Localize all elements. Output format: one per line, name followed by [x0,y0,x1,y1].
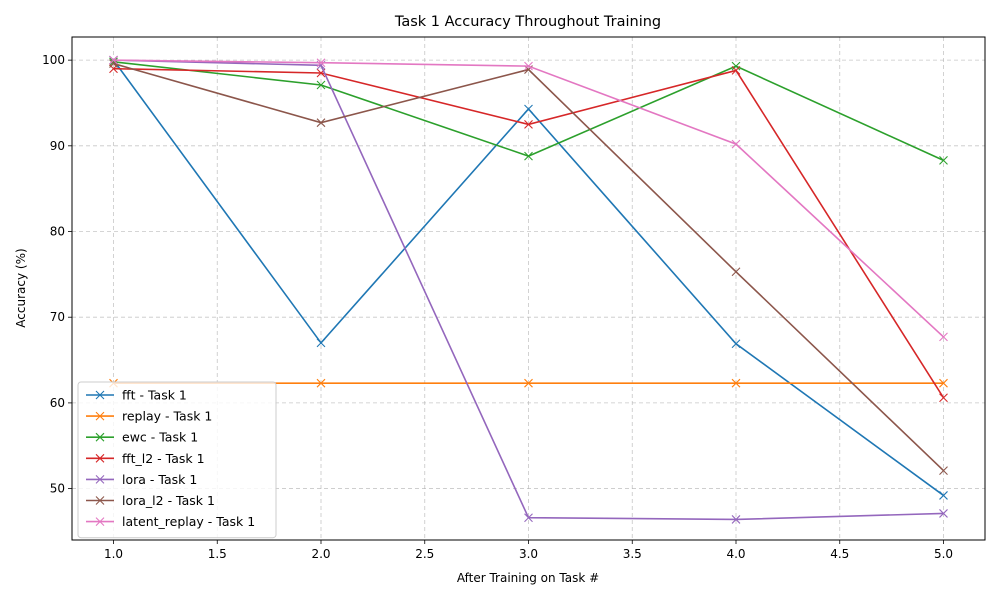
data-point-marker [731,61,741,71]
series-fft [109,55,948,500]
series-layer [109,55,948,524]
x-tick-label: 3.5 [623,547,642,561]
x-axis-title: After Training on Task # [457,571,599,585]
legend-marker [95,475,105,484]
x-tick-label: 1.0 [104,547,123,561]
legend-marker [95,453,105,463]
legend-marker [95,411,105,421]
series-ewc [109,57,948,165]
legend-entry: lora_l2 - Task 1 [86,493,215,508]
data-point-marker [316,58,326,68]
data-point-marker [939,156,948,165]
data-point-marker [939,378,948,388]
data-point-marker [524,61,533,71]
legend-entry: fft - Task 1 [86,388,187,403]
x-tick-label: 4.5 [830,547,849,561]
data-point-marker [731,339,741,349]
legend-label: fft - Task 1 [122,388,187,403]
legend-label: ewc - Task 1 [122,430,198,445]
y-axis-title: Accuracy (%) [14,248,28,327]
legend-marker [95,390,105,400]
data-point-marker [731,66,741,75]
data-point-marker [524,120,533,129]
data-point-marker [524,151,533,161]
data-point-marker [939,509,948,518]
axis-ticks: 1.0 1.5 2.0 2.5 3.0 3.5 4.0 4.5 5.0 50 60 70 80 90 100 [42,53,953,561]
legend-marker [95,496,105,505]
x-tick-label: 2.0 [311,547,330,561]
legend-marker [95,517,105,526]
legend-box [77,381,277,539]
x-tick-label: 5.0 [934,547,953,561]
series-latent_replay [109,55,948,342]
y-tick-label: 70 [50,310,65,324]
legend-label: lora - Task 1 [122,472,197,487]
x-tick-label: 1.5 [208,547,227,561]
legend-label: latent_replay - Task 1 [122,514,255,529]
legend-label: fft_l2 - Task 1 [122,451,205,466]
chart-title: Task 1 Accuracy Throughout Training [394,14,661,30]
x-tick-label: 2.5 [415,547,434,561]
legend-entry: fft_l2 - Task 1 [86,451,205,466]
y-tick-label: 80 [50,225,65,239]
legend-marker [95,432,105,442]
y-tick-label: 50 [50,482,65,496]
data-point-marker [316,80,326,90]
legend-entry: latent_replay - Task 1 [86,514,255,529]
y-tick-label: 60 [50,396,65,410]
data-point-marker [524,378,533,388]
legend-entry: lora - Task 1 [86,472,197,487]
x-tick-label: 4.0 [726,547,745,561]
legend-label: lora_l2 - Task 1 [122,493,215,508]
x-tick-label: 3.0 [519,547,538,561]
data-point-marker [731,515,741,524]
data-point-marker [939,466,948,475]
grid [72,37,985,540]
data-point-marker [731,267,741,277]
legend-entry: ewc - Task 1 [86,430,198,445]
data-point-marker [524,104,533,114]
legend-entry: replay - Task 1 [86,409,212,424]
data-point-marker [316,118,326,128]
data-point-marker [316,338,326,348]
legend: fft - Task 1 replay - Task 1 ewc - Task 1 f… [77,381,277,539]
y-tick-label: 90 [50,139,65,153]
data-point-marker [939,393,948,403]
data-point-marker [731,378,741,388]
legend-label: replay - Task 1 [122,409,212,424]
y-tick-label: 100 [42,53,65,67]
data-point-marker [939,332,948,342]
data-point-marker [939,491,948,500]
data-point-marker [731,139,741,149]
data-point-marker [109,55,118,65]
data-point-marker [316,378,326,388]
data-point-marker [524,513,533,523]
